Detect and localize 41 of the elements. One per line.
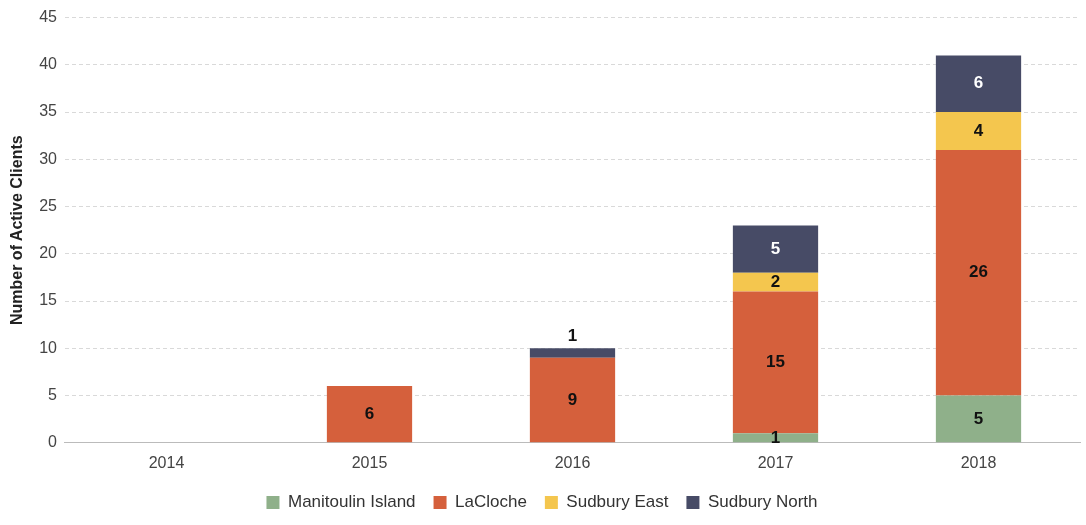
y-tick-label: 30 <box>39 149 58 167</box>
y-tick-label: 25 <box>39 196 58 214</box>
bar <box>326 386 413 443</box>
y-tick-label: 15 <box>39 291 58 309</box>
bar <box>935 55 1022 113</box>
bar <box>732 272 819 292</box>
y-tick-label: 20 <box>39 244 58 262</box>
bar <box>935 395 1022 443</box>
data-label: 26 <box>969 262 988 282</box>
bar <box>935 112 1022 150</box>
data-label: 6 <box>364 403 375 423</box>
bar <box>935 149 1022 396</box>
bar <box>732 433 819 443</box>
y-tick-label: 10 <box>39 338 58 356</box>
x-tick-label: 2017 <box>757 453 794 471</box>
data-label: 5 <box>770 238 781 258</box>
x-tick-label: 2018 <box>960 453 997 471</box>
y-tick-label: 40 <box>39 55 58 73</box>
bar <box>529 357 616 443</box>
legend-label: Manitoulin Island <box>287 492 416 512</box>
y-axis-title: Number of Active Clients <box>8 135 26 326</box>
x-tick-label: 2016 <box>554 453 591 471</box>
y-tick-label: 0 <box>48 433 58 451</box>
bar <box>529 348 616 358</box>
data-label: 1 <box>770 427 781 447</box>
y-tick-label: 5 <box>48 385 58 403</box>
y-tick-label: 45 <box>39 8 58 26</box>
data-label: 2 <box>770 271 781 291</box>
y-tick-label: 35 <box>39 102 58 120</box>
x-tick-label: 2014 <box>148 453 185 471</box>
data-label: 1 <box>567 326 578 345</box>
data-label: 15 <box>766 352 785 372</box>
bar <box>732 225 819 273</box>
legend-label: Sudbury East <box>566 492 669 512</box>
data-label: 9 <box>567 389 578 409</box>
data-label: 4 <box>973 120 984 140</box>
legend-label: LaCloche <box>455 492 527 512</box>
data-label: 5 <box>973 408 984 428</box>
legend-label: Sudbury North <box>707 492 818 512</box>
x-tick-label: 2015 <box>351 453 388 471</box>
data-label: 6 <box>973 73 984 93</box>
